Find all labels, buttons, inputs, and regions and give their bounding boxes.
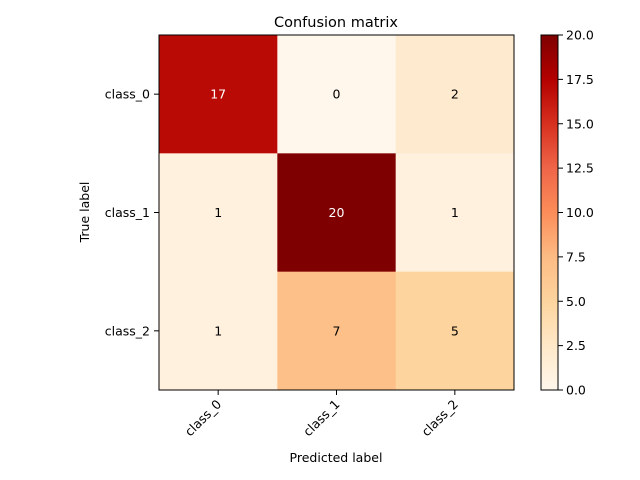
- cell-value-label: 1: [214, 205, 222, 220]
- colorbar: [540, 34, 559, 391]
- heatmap-cell: [395, 271, 515, 391]
- heatmap-cell: [277, 35, 397, 154]
- cell-value-label: 7: [333, 323, 341, 338]
- colorbar-tick-label: 10.0: [566, 205, 594, 220]
- x-axis-ticks: class_0 class_1 class_2: [182, 390, 461, 439]
- colorbar-tick-label: 12.5: [566, 161, 594, 176]
- colorbar-tick-label: 0.0: [566, 383, 586, 398]
- heatmap-cell: [395, 35, 515, 154]
- cell-value-label: 17: [210, 87, 226, 102]
- colorbar-ticks: 0.0 2.5 5.0 7.5 10.0 12.5 15.0 17.5 20.0: [558, 28, 594, 398]
- heatmap-cell: [159, 153, 278, 273]
- y-axis-label: True label: [77, 182, 92, 244]
- cell-value-label: 0: [333, 87, 341, 102]
- cell-value-label: 1: [451, 205, 459, 220]
- cell-value-label: 1: [214, 323, 222, 338]
- cell-value-label: 5: [451, 323, 459, 338]
- colorbar-tick-label: 20.0: [566, 28, 594, 43]
- colorbar-tick-label: 2.5: [566, 338, 586, 353]
- heatmap-cells: 17 0 21 20 11 7 5: [159, 35, 515, 391]
- x-tick-label: class_2: [418, 397, 461, 440]
- colorbar-tick-label: 5.0: [566, 294, 586, 309]
- y-tick-label: class_1: [105, 205, 150, 220]
- cell-value-label: 20: [329, 205, 345, 220]
- heatmap-cell: [395, 153, 515, 273]
- heatmap-cell: [277, 271, 397, 391]
- colorbar-tick-label: 7.5: [566, 249, 586, 264]
- heatmap-cell: [159, 35, 278, 154]
- y-axis-ticks: class_0 class_1 class_2: [105, 87, 159, 338]
- colorbar-tick-label: 15.0: [566, 116, 594, 131]
- chart-title: Confusion matrix: [274, 15, 398, 31]
- heatmap-cell: [277, 153, 397, 273]
- heatmap-cell: [159, 271, 278, 391]
- y-tick-label: class_0: [105, 87, 150, 102]
- x-tick-label: class_1: [300, 397, 343, 440]
- colorbar-tick-label: 17.5: [566, 72, 594, 87]
- x-axis-label: Predicted label: [290, 450, 383, 465]
- cell-value-label: 2: [451, 87, 459, 102]
- y-tick-label: class_2: [105, 323, 150, 338]
- x-tick-label: class_0: [182, 396, 225, 439]
